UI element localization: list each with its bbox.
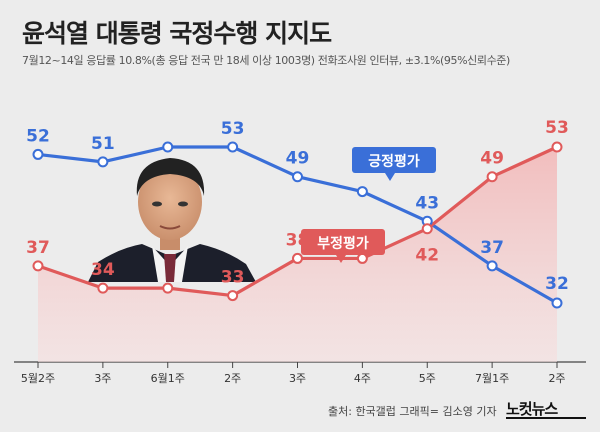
disapprove-data-label: 33 — [221, 268, 245, 288]
source-credit: 출처: 한국갤럽 그래픽= 김소영 기자 — [328, 405, 497, 418]
disapprove-point — [421, 223, 433, 235]
disapprove-point — [551, 141, 563, 153]
approve-data-label: 49 — [286, 149, 310, 169]
x-tick-label: 7월1주 — [475, 372, 509, 385]
x-tick-label: 5월2주 — [21, 372, 55, 385]
disapprove-data-label: 53 — [545, 118, 569, 138]
approve-data-label: 51 — [91, 134, 115, 154]
approve-point — [32, 148, 44, 160]
approve-point — [551, 297, 563, 309]
disapprove-point — [227, 290, 239, 302]
approve-point — [227, 141, 239, 153]
approve-point — [97, 156, 109, 168]
x-tick-label: 4주 — [354, 372, 371, 385]
disapprove-data-label: 37 — [26, 238, 50, 258]
x-tick-label: 5주 — [419, 372, 436, 385]
disapprove-data-label: 49 — [480, 149, 504, 169]
x-tick-label: 6월1주 — [151, 372, 185, 385]
disapprove-point — [292, 252, 303, 264]
approve-point — [356, 186, 368, 198]
disapprove-data-label: 34 — [91, 260, 115, 280]
logo-underline — [506, 417, 586, 419]
approve-data-label: 43 — [415, 193, 439, 213]
disapprove-data-label: 42 — [415, 246, 439, 266]
approve-data-label: 52 — [26, 126, 50, 146]
disapprove-point — [97, 282, 109, 294]
legend-disapprove: 부정평가 — [301, 229, 385, 263]
svg-text:부정평가: 부정평가 — [317, 235, 369, 252]
disapprove-area — [38, 147, 557, 362]
disapprove-point — [486, 171, 498, 183]
disapprove-point — [32, 260, 44, 272]
x-tick-label: 3주 — [94, 372, 111, 385]
x-tick-label: 2주 — [224, 372, 241, 385]
approve-point — [162, 141, 174, 153]
approve-data-label: 37 — [480, 238, 504, 258]
disapprove-point — [162, 282, 174, 294]
legend-approve: 긍정평가 — [352, 147, 436, 181]
chart-subtitle: 7월12~14일 응답률 10.8%(총 응답 전국 만 18세 이상 1003… — [22, 54, 510, 67]
disapprove-point — [356, 252, 368, 264]
chart-title: 윤석열 대통령 국정수행 지지도 — [22, 19, 332, 48]
svg-text:긍정평가: 긍정평가 — [368, 153, 420, 170]
approve-point — [486, 260, 498, 272]
approve-data-label: 32 — [545, 274, 569, 294]
approve-data-label: 53 — [221, 119, 245, 139]
approve-point — [292, 171, 303, 183]
x-tick-label: 2주 — [548, 372, 565, 385]
president-portrait — [88, 158, 256, 282]
x-tick-label: 3주 — [289, 372, 306, 385]
news-logo: 노컷뉴스 — [506, 400, 558, 418]
